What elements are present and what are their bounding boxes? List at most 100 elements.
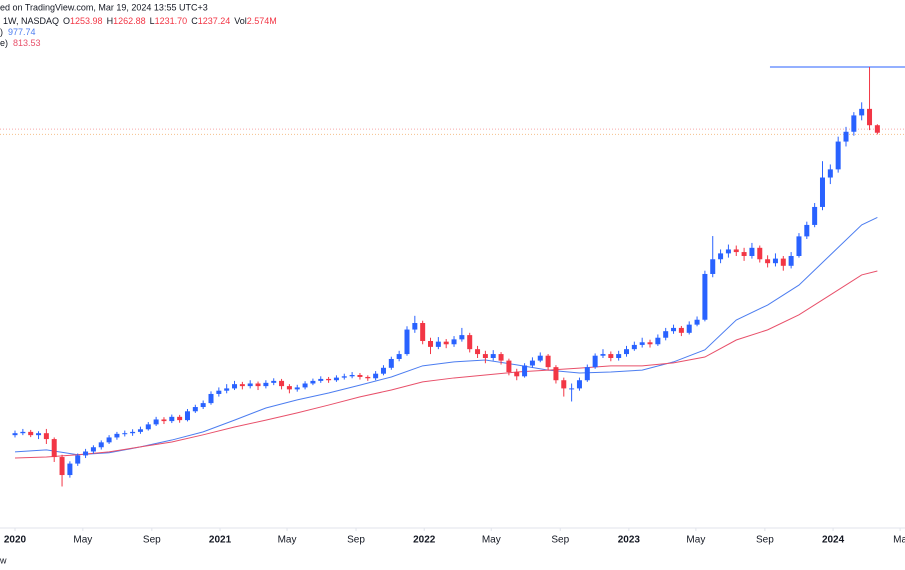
- candle-body: [420, 323, 426, 341]
- candle-body: [671, 327, 677, 332]
- candle-body: [874, 125, 880, 133]
- x-tick-label: May: [278, 535, 297, 546]
- candle-body: [757, 247, 763, 260]
- candle-body: [310, 380, 316, 384]
- indicator-line: e) 813.53: [0, 38, 41, 48]
- candle-body: [443, 341, 449, 345]
- ohlc-value: 2.574M: [247, 16, 277, 26]
- candle-body: [718, 253, 724, 260]
- candle-body: [710, 259, 716, 274]
- candle-body: [51, 439, 57, 458]
- candle-body: [694, 319, 700, 325]
- moving-average-line: [14, 270, 878, 459]
- candle-body: [145, 424, 151, 430]
- candle-body: [106, 437, 112, 443]
- candle-body: [20, 431, 26, 434]
- x-tick-label: 2023: [618, 535, 641, 546]
- candle-body: [459, 335, 465, 340]
- candle-body: [192, 407, 198, 412]
- candle-body: [90, 447, 96, 452]
- candle-body: [412, 323, 418, 330]
- candle-body: [553, 367, 559, 381]
- x-tick-label: 2024: [822, 535, 845, 546]
- candle-body: [255, 383, 261, 387]
- candle-body: [388, 358, 394, 368]
- candle-body: [827, 169, 833, 178]
- ohlc-value: 1237.24: [198, 16, 231, 26]
- candle-body: [200, 403, 206, 408]
- indicator-value: 813.53: [13, 38, 41, 48]
- candle-body: [631, 344, 637, 350]
- candle-body: [608, 354, 614, 358]
- candle-body: [576, 380, 582, 389]
- x-tick-label: May: [686, 535, 705, 546]
- candle-body: [428, 340, 434, 347]
- candle-body: [498, 354, 504, 361]
- candle-body: [843, 131, 849, 142]
- candle-body: [208, 393, 214, 404]
- candle-body: [83, 451, 89, 456]
- ohlc-label: H: [107, 16, 114, 26]
- candle-body: [380, 367, 386, 374]
- candle-body: [522, 365, 528, 377]
- candle-body: [796, 236, 802, 256]
- candle-body: [482, 354, 488, 358]
- symbol-line: 1W, NASDAQ O1253.98 H1262.88 L1231.70 C1237.…: [3, 16, 277, 26]
- source-text: ed on TradingView.com, Mar 19, 2024 13:5…: [0, 2, 208, 12]
- candle-body: [59, 457, 65, 476]
- candle-body: [600, 354, 606, 356]
- candle-body: [271, 380, 277, 383]
- x-tick-label: Sep: [143, 535, 161, 546]
- candle-body: [506, 360, 512, 373]
- ohlc-value: 1231.70: [155, 16, 188, 26]
- x-tick-label: Sep: [347, 535, 365, 546]
- indicator-label: e): [0, 38, 8, 48]
- ohlc-value: 1262.88: [113, 16, 146, 26]
- candle-body: [114, 433, 120, 438]
- candle-body: [396, 354, 402, 359]
- candle-body: [36, 433, 42, 436]
- x-tick-label: 2021: [209, 535, 232, 546]
- candle-body: [867, 108, 873, 126]
- candle-body: [490, 354, 496, 358]
- x-tick-label: 2020: [4, 535, 27, 546]
- ohlc-label: O: [63, 16, 70, 26]
- candle-body: [184, 411, 190, 421]
- candle-body: [318, 378, 324, 381]
- candle-body: [365, 376, 371, 379]
- candle-body: [130, 431, 136, 434]
- candle-body: [169, 416, 175, 422]
- indicator-line: ) 977.74: [0, 27, 36, 37]
- candle-body: [224, 388, 230, 391]
- candle-body: [161, 419, 167, 422]
- candle-body: [153, 419, 159, 425]
- candle-body: [859, 108, 865, 116]
- x-tick-label: May: [73, 535, 92, 546]
- x-tick-label: Ma: [893, 535, 905, 546]
- candle-body: [373, 373, 379, 379]
- candle-body: [177, 416, 183, 421]
- candle-body: [765, 259, 771, 264]
- candle-body: [451, 339, 457, 345]
- candle-body: [216, 390, 222, 394]
- candle-body: [279, 380, 285, 387]
- candle-body: [529, 360, 535, 366]
- candle-body: [12, 433, 18, 436]
- candle-body: [725, 249, 731, 254]
- candle-body: [357, 374, 363, 377]
- x-tick-label: 2022: [413, 535, 436, 546]
- candle-body: [835, 141, 841, 170]
- candle-body: [733, 249, 739, 253]
- candle-body: [819, 177, 825, 207]
- candle-body: [326, 378, 332, 381]
- candle-body: [772, 258, 778, 264]
- candle-body: [584, 367, 590, 381]
- candle-body: [678, 327, 684, 333]
- candle-body: [851, 115, 857, 132]
- indicator-value: 977.74: [8, 27, 36, 37]
- candle-body: [263, 382, 269, 387]
- candle-body: [741, 252, 747, 256]
- candle-body: [592, 355, 598, 368]
- candle-body: [333, 377, 339, 381]
